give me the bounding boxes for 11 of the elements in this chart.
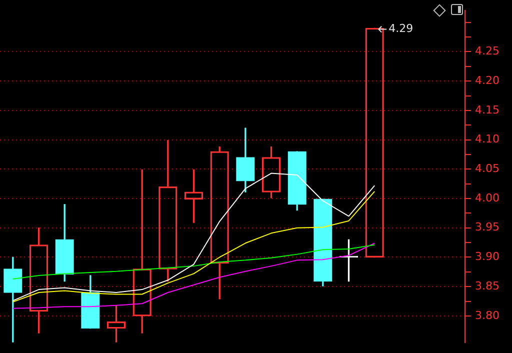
y-tick-label: 4.15 <box>475 103 500 116</box>
annotation: 4.29 <box>388 22 414 36</box>
y-tick-label: 3.80 <box>475 308 500 322</box>
y-tick-label: 3.95 <box>475 220 500 234</box>
y-tick-label: 4.00 <box>475 191 500 204</box>
y-tick-label: 4.05 <box>475 162 500 176</box>
y-tick-label: 4.20 <box>475 74 500 87</box>
y-tick-label: 4.10 <box>475 132 500 146</box>
y-tick-label: 4.25 <box>475 44 500 58</box>
y-tick-label: 3.90 <box>475 250 500 264</box>
y-tick-label: 3.85 <box>475 279 500 292</box>
